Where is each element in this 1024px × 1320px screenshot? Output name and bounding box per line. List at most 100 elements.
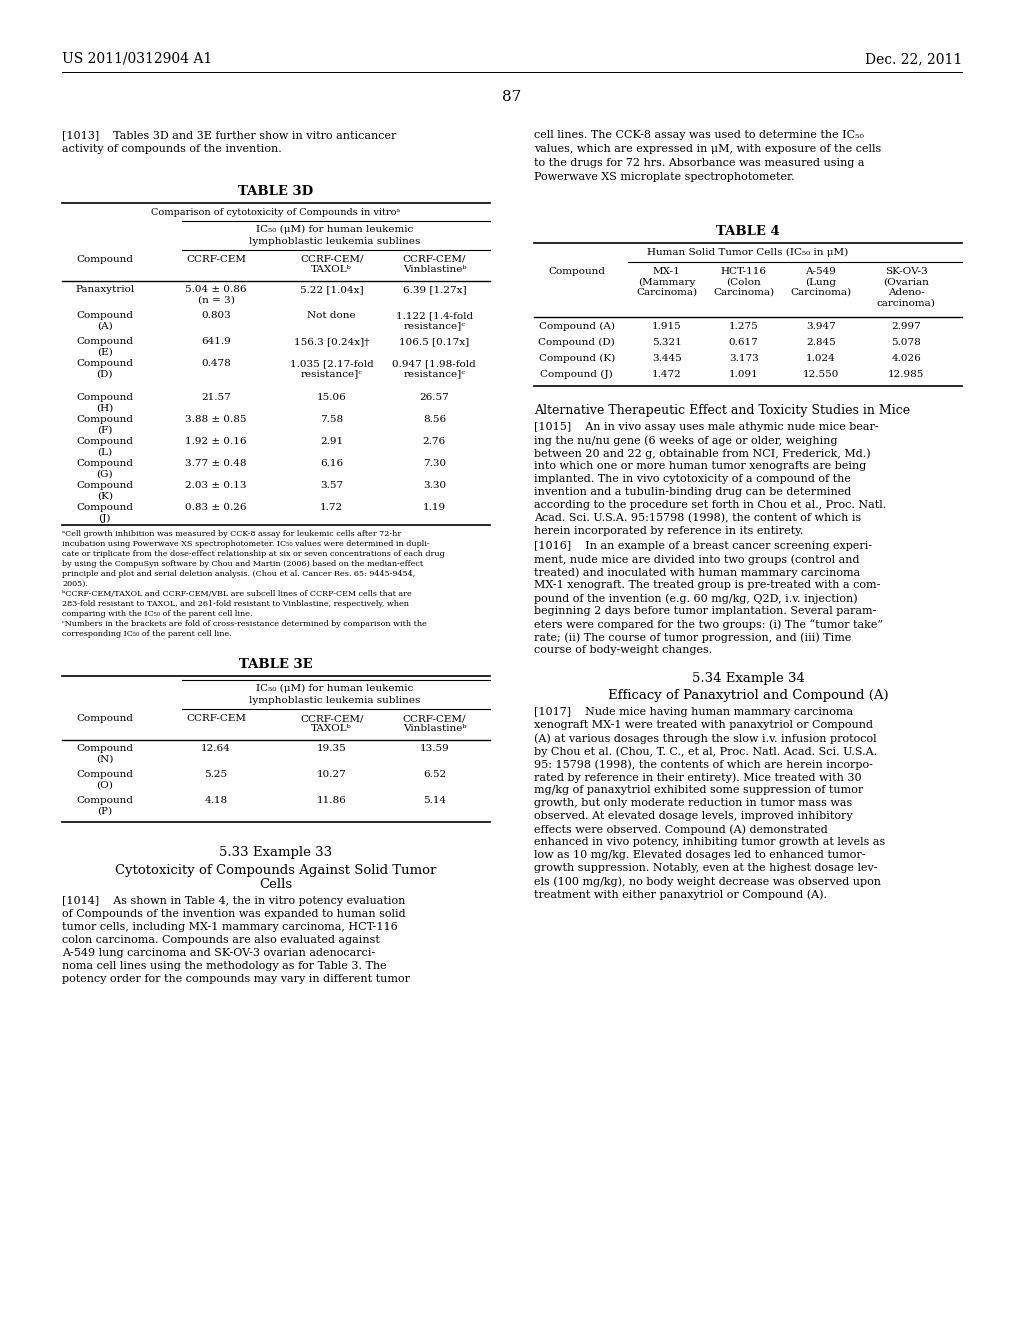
Text: 95: 15798 (1998), the contents of which are herein incorpo-: 95: 15798 (1998), the contents of which … [534, 759, 872, 770]
Text: 13.59: 13.59 [420, 744, 450, 752]
Text: 5.33 Example 33: 5.33 Example 33 [219, 846, 333, 859]
Text: cate or triplicate from the dose-effect relationship at six or seven concentrati: cate or triplicate from the dose-effect … [62, 550, 444, 558]
Text: SK-OV-3
(Ovarian
Adeno-
carcinoma): SK-OV-3 (Ovarian Adeno- carcinoma) [877, 267, 936, 308]
Text: beginning 2 days before tumor implantation. Several param-: beginning 2 days before tumor implantati… [534, 606, 877, 616]
Text: 12.985: 12.985 [888, 370, 925, 379]
Text: 3.30: 3.30 [423, 480, 445, 490]
Text: 1.024: 1.024 [806, 354, 836, 363]
Text: 87: 87 [503, 90, 521, 104]
Text: values, which are expressed in μM, with exposure of the cells: values, which are expressed in μM, with … [534, 144, 882, 154]
Text: tumor cells, including MX-1 mammary carcinoma, HCT-116: tumor cells, including MX-1 mammary carc… [62, 921, 397, 932]
Text: by using the CompuSyn software by Chou and Martin (2006) based on the median-eff: by using the CompuSyn software by Chou a… [62, 560, 423, 568]
Text: MX-1 xenograft. The treated group is pre-treated with a com-: MX-1 xenograft. The treated group is pre… [534, 579, 881, 590]
Text: potency order for the compounds may vary in different tumor: potency order for the compounds may vary… [62, 974, 410, 983]
Text: by Chou et al. (Chou, T. C., et al, Proc. Natl. Acad. Sci. U.S.A.: by Chou et al. (Chou, T. C., et al, Proc… [534, 746, 878, 756]
Text: Powerwave XS microplate spectrophotometer.: Powerwave XS microplate spectrophotomete… [534, 172, 795, 182]
Text: 283-fold resistant to TAXOL, and 261-fold resistant to Vinblastine, respectively: 283-fold resistant to TAXOL, and 261-fol… [62, 601, 409, 609]
Text: 1.122 [1.4-fold
resistance]ᶜ: 1.122 [1.4-fold resistance]ᶜ [396, 312, 473, 330]
Text: 3.947: 3.947 [806, 322, 836, 331]
Text: Compound: Compound [548, 267, 605, 276]
Text: 0.803: 0.803 [201, 312, 231, 319]
Text: 0.947 [1.98-fold
resistance]ᶜ: 0.947 [1.98-fold resistance]ᶜ [392, 359, 476, 379]
Text: 2.76: 2.76 [423, 437, 445, 446]
Text: lymphoblastic leukemia sublines: lymphoblastic leukemia sublines [249, 696, 421, 705]
Text: 1.275: 1.275 [729, 322, 759, 331]
Text: 2.845: 2.845 [806, 338, 836, 347]
Text: Compound (J): Compound (J) [541, 370, 613, 379]
Text: Human Solid Tumor Cells (IC₅₀ in μM): Human Solid Tumor Cells (IC₅₀ in μM) [647, 248, 849, 257]
Text: 106.5 [0.17x]: 106.5 [0.17x] [399, 337, 469, 346]
Text: 1.72: 1.72 [321, 503, 343, 512]
Text: cell lines. The CCK-8 assay was used to determine the IC₅₀: cell lines. The CCK-8 assay was used to … [534, 129, 864, 140]
Text: Compound
(H): Compound (H) [77, 393, 133, 412]
Text: 12.550: 12.550 [803, 370, 839, 379]
Text: CCRF-CEM/
TAXOLᵇ: CCRF-CEM/ TAXOLᵇ [300, 255, 364, 275]
Text: treatment with either panaxytriol or Compound (A).: treatment with either panaxytriol or Com… [534, 888, 827, 899]
Text: eters were compared for the two groups: (i) The “tumor take”: eters were compared for the two groups: … [534, 619, 883, 630]
Text: 1.92 ± 0.16: 1.92 ± 0.16 [185, 437, 247, 446]
Text: growth suppression. Notably, even at the highest dosage lev-: growth suppression. Notably, even at the… [534, 863, 878, 873]
Text: 3.77 ± 0.48: 3.77 ± 0.48 [185, 459, 247, 469]
Text: Compound
(G): Compound (G) [77, 459, 133, 478]
Text: enhanced in vivo potency, inhibiting tumor growth at levels as: enhanced in vivo potency, inhibiting tum… [534, 837, 886, 847]
Text: IC₅₀ (μM) for human leukemic: IC₅₀ (μM) for human leukemic [256, 224, 414, 234]
Text: effects were observed. Compound (A) demonstrated: effects were observed. Compound (A) demo… [534, 824, 827, 834]
Text: Compound (D): Compound (D) [539, 338, 615, 347]
Text: of Compounds of the invention was expanded to human solid: of Compounds of the invention was expand… [62, 909, 406, 919]
Text: 5.25: 5.25 [205, 770, 227, 779]
Text: course of body-weight changes.: course of body-weight changes. [534, 645, 713, 655]
Text: 1.472: 1.472 [652, 370, 682, 379]
Text: A-549 lung carcinoma and SK-OV-3 ovarian adenocarci-: A-549 lung carcinoma and SK-OV-3 ovarian… [62, 948, 375, 958]
Text: Compound
(P): Compound (P) [77, 796, 133, 816]
Text: low as 10 mg/kg. Elevated dosages led to enhanced tumor-: low as 10 mg/kg. Elevated dosages led to… [534, 850, 865, 861]
Text: 19.35: 19.35 [316, 744, 346, 752]
Text: 2005).: 2005). [62, 579, 88, 587]
Text: 5.22 [1.04x]: 5.22 [1.04x] [300, 285, 364, 294]
Text: 5.078: 5.078 [892, 338, 922, 347]
Text: 21.57: 21.57 [201, 393, 231, 403]
Text: 0.617: 0.617 [729, 338, 759, 347]
Text: Compound
(L): Compound (L) [77, 437, 133, 457]
Text: CCRF-CEM: CCRF-CEM [186, 714, 246, 723]
Text: 6.52: 6.52 [423, 770, 445, 779]
Text: 15.06: 15.06 [316, 393, 346, 403]
Text: Dec. 22, 2011: Dec. 22, 2011 [864, 51, 962, 66]
Text: MX-1
(Mammary
Carcinoma): MX-1 (Mammary Carcinoma) [636, 267, 697, 297]
Text: corresponding IC₅₀ of the parent cell line.: corresponding IC₅₀ of the parent cell li… [62, 630, 231, 638]
Text: herein incorporated by reference in its entirety.: herein incorporated by reference in its … [534, 525, 804, 536]
Text: Compound
(N): Compound (N) [77, 744, 133, 763]
Text: 5.14: 5.14 [423, 796, 445, 805]
Text: mg/kg of panaxytriol exhibited some suppression of tumor: mg/kg of panaxytriol exhibited some supp… [534, 785, 863, 795]
Text: ᶜNumbers in the brackets are fold of cross-resistance determined by comparison w: ᶜNumbers in the brackets are fold of cro… [62, 620, 427, 628]
Text: 0.478: 0.478 [201, 359, 231, 368]
Text: Cells: Cells [259, 878, 293, 891]
Text: Compound
(D): Compound (D) [77, 359, 133, 379]
Text: HCT-116
(Colon
Carcinoma): HCT-116 (Colon Carcinoma) [713, 267, 774, 297]
Text: 2.997: 2.997 [892, 322, 922, 331]
Text: Acad. Sci. U.S.A. 95:15798 (1998), the content of which is: Acad. Sci. U.S.A. 95:15798 (1998), the c… [534, 513, 861, 523]
Text: Alternative Therapeutic Effect and Toxicity Studies in Mice: Alternative Therapeutic Effect and Toxic… [534, 404, 910, 417]
Text: [1016]    In an example of a breast cancer screening experi-: [1016] In an example of a breast cancer … [534, 541, 872, 550]
Text: 11.86: 11.86 [316, 796, 346, 805]
Text: principle and plot and serial deletion analysis. (Chou et al. Cancer Res. 65: 94: principle and plot and serial deletion a… [62, 570, 416, 578]
Text: 7.30: 7.30 [423, 459, 445, 469]
Text: Compound: Compound [77, 255, 133, 264]
Text: pound of the invention (e.g. 60 mg/kg, Q2D, i.v. injection): pound of the invention (e.g. 60 mg/kg, Q… [534, 593, 858, 603]
Text: 6.16: 6.16 [321, 459, 343, 469]
Text: 2.91: 2.91 [321, 437, 343, 446]
Text: according to the procedure set forth in Chou et al., Proc. Natl.: according to the procedure set forth in … [534, 500, 886, 510]
Text: Compound: Compound [77, 714, 133, 723]
Text: to the drugs for 72 hrs. Absorbance was measured using a: to the drugs for 72 hrs. Absorbance was … [534, 158, 864, 168]
Text: 26.57: 26.57 [420, 393, 450, 403]
Text: 12.64: 12.64 [201, 744, 231, 752]
Text: 2.03 ± 0.13: 2.03 ± 0.13 [185, 480, 247, 490]
Text: rated by reference in their entirety). Mice treated with 30: rated by reference in their entirety). M… [534, 772, 861, 783]
Text: implanted. The in vivo cytotoxicity of a compound of the: implanted. The in vivo cytotoxicity of a… [534, 474, 851, 484]
Text: [1014]    As shown in Table 4, the in vitro potency evaluation: [1014] As shown in Table 4, the in vitro… [62, 896, 406, 906]
Text: incubation using Powerwave XS spectrophotometer. IC₅₀ values were determined in : incubation using Powerwave XS spectropho… [62, 540, 430, 548]
Text: 5.34 Example 34: 5.34 Example 34 [691, 672, 805, 685]
Text: 10.27: 10.27 [316, 770, 346, 779]
Text: colon carcinoma. Compounds are also evaluated against: colon carcinoma. Compounds are also eval… [62, 935, 380, 945]
Text: TABLE 3E: TABLE 3E [240, 657, 312, 671]
Text: US 2011/0312904 A1: US 2011/0312904 A1 [62, 51, 212, 66]
